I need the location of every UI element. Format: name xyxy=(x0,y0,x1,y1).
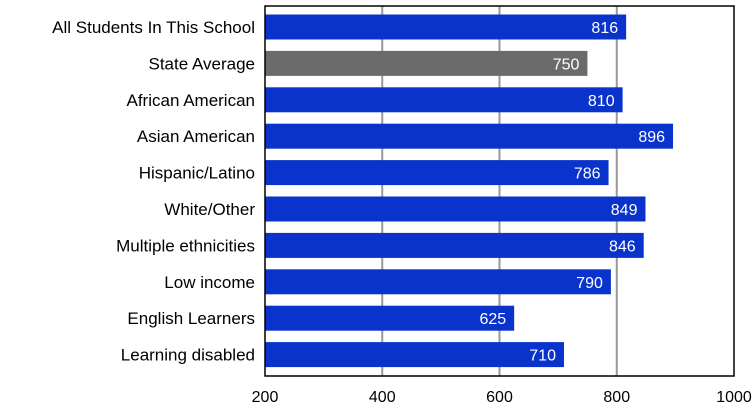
plot-frame xyxy=(264,5,735,377)
category-labels-layer: All Students In This School State Average… xyxy=(52,18,255,365)
value-label-3: 810 xyxy=(588,93,615,110)
category-label-4: Asian American xyxy=(137,127,255,146)
bar-4 xyxy=(265,123,674,149)
value-label-9: 625 xyxy=(479,311,506,328)
bar-8 xyxy=(265,269,611,295)
category-label-8: Low income xyxy=(164,273,255,292)
value-label-6: 849 xyxy=(611,202,638,219)
value-label-5: 786 xyxy=(574,166,601,183)
x-tick-label-400: 400 xyxy=(369,389,396,406)
bar-10 xyxy=(265,342,564,368)
category-label-2: State Average xyxy=(149,54,256,73)
category-label-10: Learning disabled xyxy=(121,346,255,365)
bar-5 xyxy=(265,160,609,186)
bar-2 xyxy=(265,50,588,76)
bar-9 xyxy=(265,305,515,331)
category-label-9: English Learners xyxy=(127,309,255,328)
bar-1 xyxy=(265,14,627,40)
bar-7 xyxy=(265,232,644,258)
x-tick-label-800: 800 xyxy=(603,389,630,406)
x-tick-labels-layer: 200 400 600 800 1000 xyxy=(252,389,752,406)
value-label-8: 790 xyxy=(576,275,603,292)
value-label-2: 750 xyxy=(553,56,580,73)
x-tick-label-600: 600 xyxy=(486,389,513,406)
value-label-1: 816 xyxy=(591,20,618,37)
x-tick-label-1000: 1000 xyxy=(716,389,752,406)
category-label-6: White/Other xyxy=(164,200,255,219)
bar-6 xyxy=(265,196,646,222)
category-label-1: All Students In This School xyxy=(52,18,255,37)
category-label-3: African American xyxy=(127,91,256,110)
value-label-4: 896 xyxy=(638,129,665,146)
x-tick-label-200: 200 xyxy=(252,389,279,406)
category-label-7: Multiple ethnicities xyxy=(116,236,255,255)
value-label-7: 846 xyxy=(609,238,636,255)
value-label-10: 710 xyxy=(529,348,556,365)
value-labels-layer: 816 750 810 896 786 849 846 790 625 710 xyxy=(479,20,665,365)
category-label-5: Hispanic/Latino xyxy=(139,164,255,183)
bars-layer xyxy=(265,14,674,368)
bar-3 xyxy=(265,87,623,113)
